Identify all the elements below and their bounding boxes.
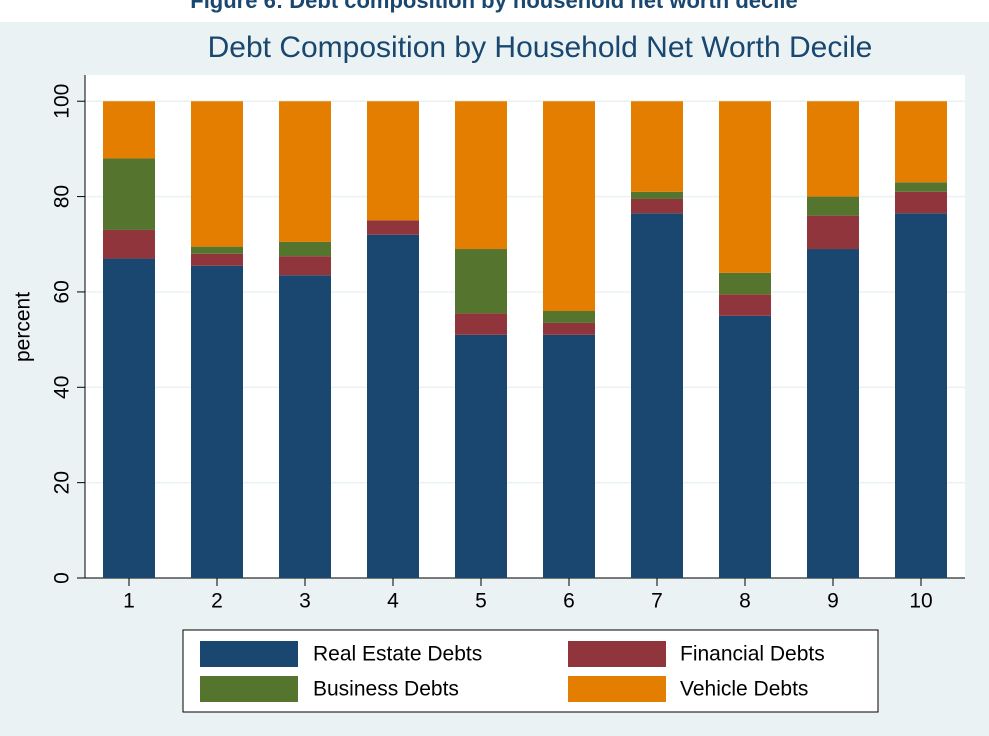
legend-label: Real Estate Debts [313, 643, 482, 666]
legend-label: Vehicle Debts [680, 678, 808, 701]
bar-segment [543, 101, 595, 312]
x-tick-label: 5 [475, 590, 487, 613]
x-tick-label: 9 [827, 590, 839, 613]
bar-segment [895, 101, 947, 183]
y-tick-label: 80 [51, 185, 74, 208]
bar-segment [807, 249, 859, 579]
bar-segment [103, 158, 155, 230]
bar-segment [807, 215, 859, 250]
bar-segment [191, 246, 243, 254]
legend-swatch [200, 641, 298, 667]
x-tick-label: 10 [909, 590, 932, 613]
bar-segment [895, 213, 947, 579]
bar-segment [367, 220, 419, 235]
chart-title: Debt Composition by Household Net Worth … [208, 31, 873, 64]
y-tick-label: 20 [51, 471, 74, 494]
x-tick-label: 3 [299, 590, 311, 613]
bar-segment [279, 241, 331, 257]
bar-segment [191, 253, 243, 266]
bar-segment [719, 272, 771, 295]
legend-swatch [568, 641, 666, 667]
x-tick-label: 1 [123, 590, 135, 613]
bar-segment [455, 313, 507, 335]
x-tick-label: 6 [563, 590, 575, 613]
bar-segment [367, 101, 419, 221]
bar-segment [103, 258, 155, 578]
y-axis-label: percent [12, 292, 35, 362]
bar-segment [807, 101, 859, 197]
bar-segment [103, 101, 155, 159]
legend-swatch [568, 676, 666, 702]
x-tick-label: 4 [387, 590, 399, 613]
x-tick-label: 7 [651, 590, 663, 613]
bar-segment [455, 101, 507, 250]
bar-segment [895, 191, 947, 214]
bar-segment [191, 101, 243, 247]
bar-segment [191, 265, 243, 578]
bar-segment [543, 311, 595, 323]
legend-label: Business Debts [313, 678, 459, 701]
bar-segment [455, 249, 507, 314]
bar-segment [719, 101, 771, 273]
bar-segment [631, 198, 683, 214]
bar-segment [631, 191, 683, 199]
x-tick-label: 2 [211, 590, 223, 613]
legend-label: Financial Debts [680, 643, 825, 666]
bar-segment [719, 315, 771, 578]
y-tick-label: 60 [51, 280, 74, 303]
bar-segment [543, 322, 595, 335]
bar-segment [543, 334, 595, 578]
bar-segment [367, 234, 419, 578]
bar-segment [279, 275, 331, 578]
bar-segment [807, 196, 859, 216]
bar-segment [279, 101, 331, 242]
y-tick-label: 0 [51, 572, 74, 584]
x-tick-label: 8 [739, 590, 751, 613]
bar-segment [279, 256, 331, 276]
bar-segment [631, 101, 683, 192]
bar-segment [631, 213, 683, 579]
y-tick-label: 40 [51, 376, 74, 399]
bar-segment [719, 294, 771, 316]
bar-segment [895, 182, 947, 192]
figure-caption: Figure 6: Debt composition by household … [190, 0, 797, 13]
legend-swatch [200, 676, 298, 702]
y-tick-label: 100 [51, 84, 74, 119]
legend [182, 629, 879, 713]
bar-segment [103, 229, 155, 259]
bar-segment [455, 334, 507, 578]
